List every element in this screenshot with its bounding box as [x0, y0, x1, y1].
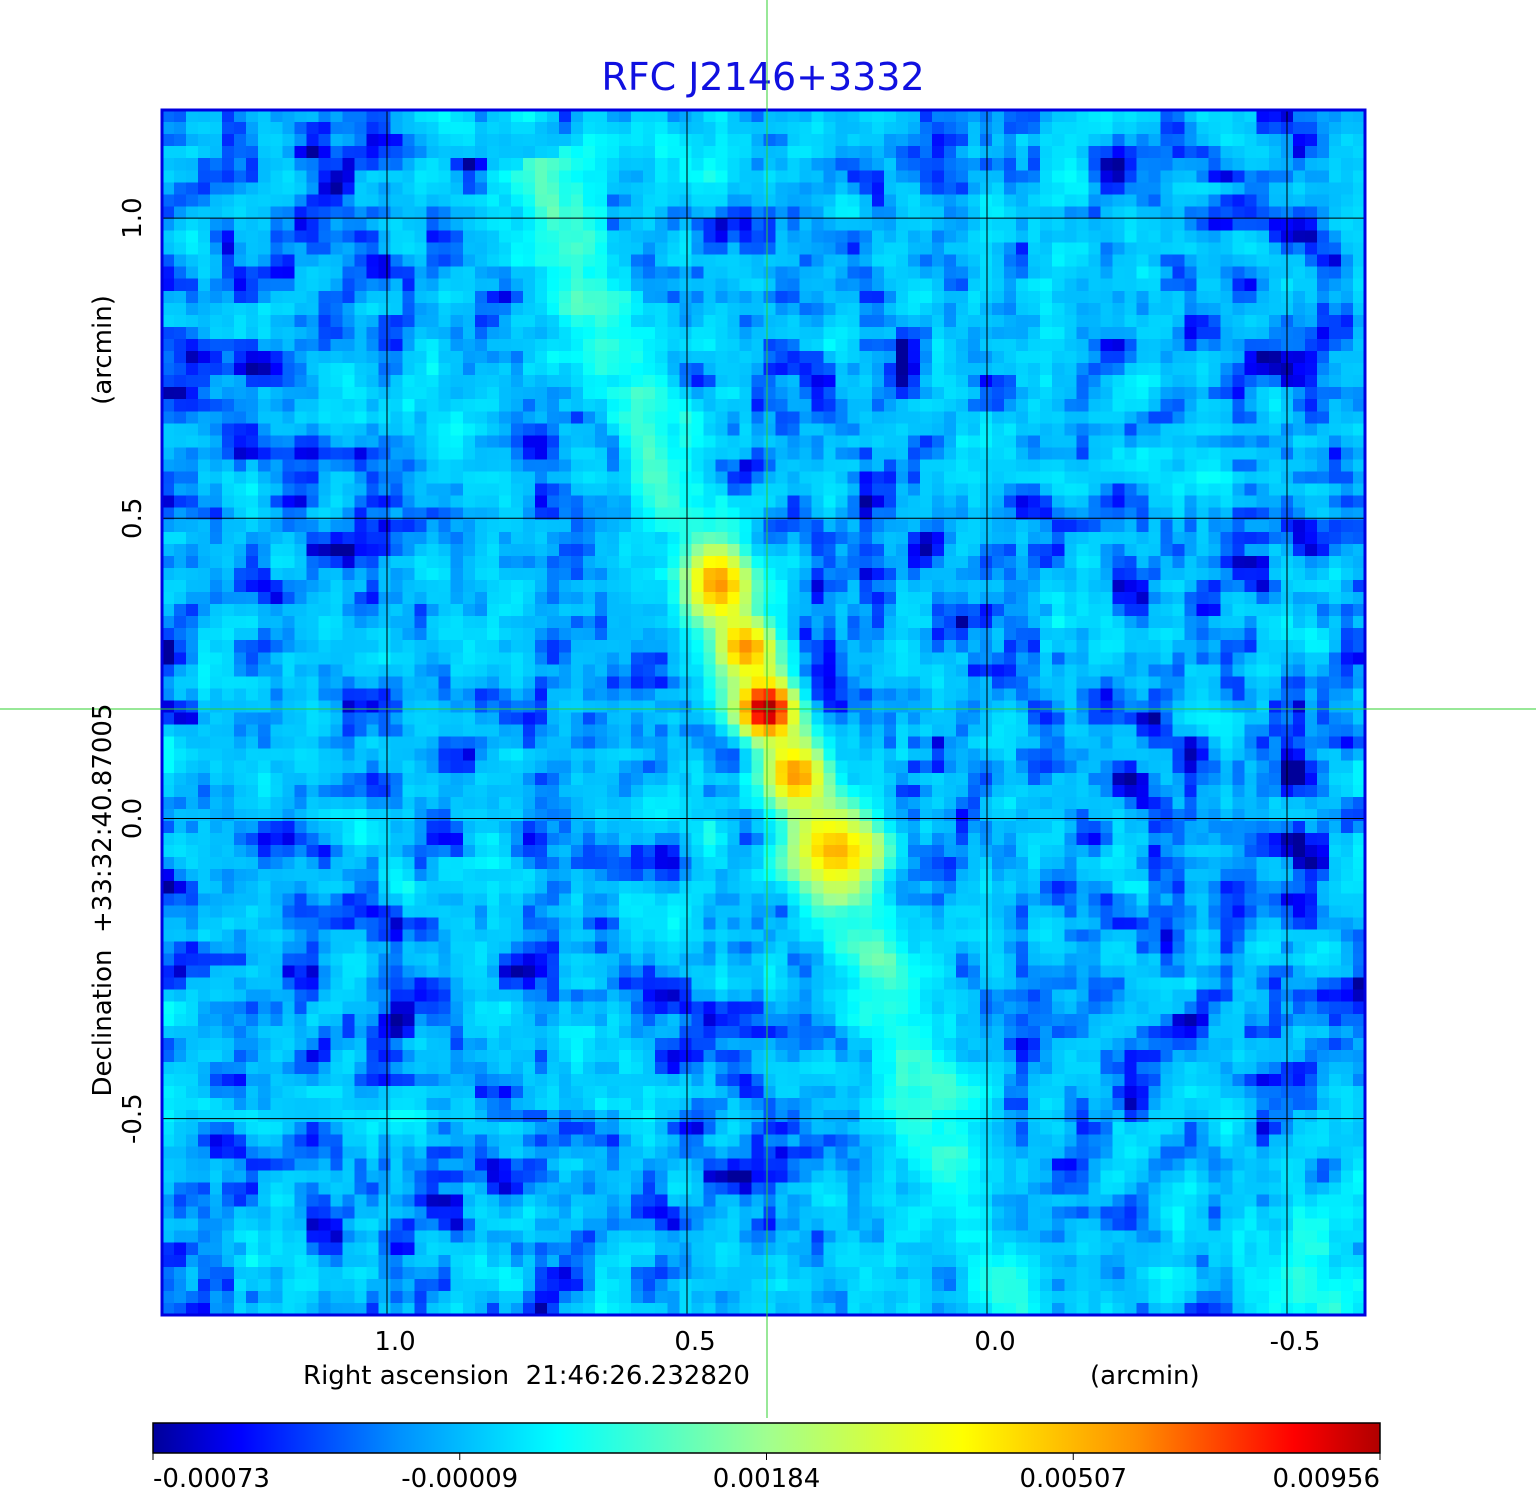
colorbar-tick-label: -0.00073 [153, 1464, 270, 1494]
x-axis-unit: (arcmin) [1090, 1361, 1200, 1391]
y-tick-label: 0.0 [118, 798, 148, 839]
colorbar-tick-label: 0.00184 [713, 1464, 821, 1494]
y-axis-label: Declination +33:32:40.87005 [88, 703, 118, 1096]
x-tick-label: -0.5 [1270, 1327, 1321, 1357]
y-tick-label: -0.5 [118, 1093, 148, 1144]
x-axis-label: Right ascension 21:46:26.232820 [303, 1361, 750, 1391]
x-tick-label: 0.0 [974, 1327, 1015, 1357]
x-tick-label: 0.5 [674, 1327, 715, 1357]
plot-frame [160, 108, 1367, 1317]
y-tick-label: 1.0 [118, 197, 148, 238]
colorbar [152, 1422, 1381, 1454]
colorbar-tick-label: 0.00507 [1019, 1464, 1127, 1494]
y-axis-unit: (arcmin) [88, 295, 118, 405]
x-tick-label: 1.0 [374, 1327, 415, 1357]
chart-title: RFC J2146+3332 [601, 55, 924, 99]
colorbar-tick-label: -0.00009 [401, 1464, 518, 1494]
heatmap-image [162, 110, 1365, 1315]
y-tick-label: 0.5 [118, 498, 148, 539]
colorbar-tick-label: 0.00956 [1272, 1464, 1380, 1494]
